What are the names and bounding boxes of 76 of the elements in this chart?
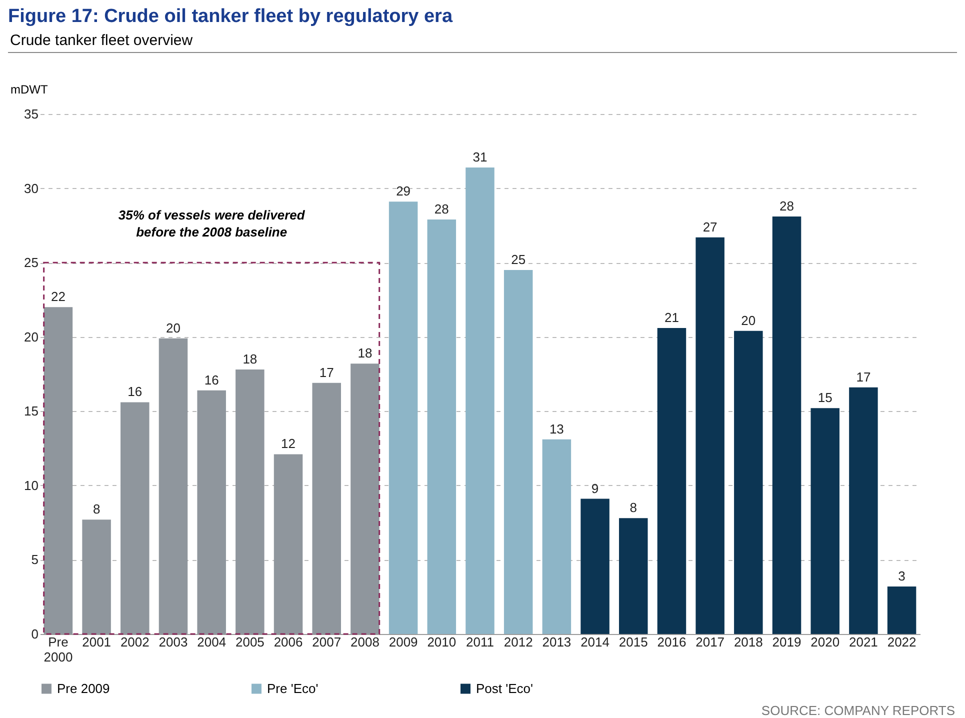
x-tick-label: 2017	[696, 634, 725, 650]
legend-label: Pre 2009	[57, 680, 110, 696]
x-tick-label: 2005	[235, 634, 264, 650]
data-label: 17	[856, 369, 871, 384]
x-tick-label: 2007	[312, 634, 342, 650]
y-tick-label: 10	[24, 478, 38, 493]
data-label: 31	[472, 149, 488, 164]
x-tick-label: 2014	[580, 634, 610, 650]
data-label: 18	[358, 346, 372, 361]
x-tick-label: 2004	[197, 634, 226, 650]
data-label: 25	[511, 252, 526, 267]
y-tick-label: 25	[24, 255, 38, 270]
data-label: 20	[741, 312, 756, 328]
y-tick-label: 20	[24, 329, 38, 344]
data-label: 13	[549, 421, 564, 436]
y-tick-label: 35	[24, 106, 38, 122]
x-tick-label: 2016	[657, 634, 686, 650]
x-tick-label: 2020	[810, 634, 840, 650]
data-label: 3	[898, 568, 906, 584]
x-tick-label: 2006	[274, 634, 303, 650]
data-label: 17	[319, 364, 334, 380]
annotation: 35% of vessels were delivered before the 2008 baseline	[118, 208, 306, 240]
y-tick-label: 30	[24, 180, 38, 196]
chart-subtitle: Crude tanker fleet overview	[8, 30, 957, 53]
bar	[504, 270, 533, 634]
y-tick-label: 15	[24, 404, 38, 419]
data-label: 9	[591, 480, 599, 496]
bar	[580, 498, 610, 634]
bar	[849, 387, 878, 634]
data-label: 15	[818, 390, 832, 406]
data-label: 28	[434, 201, 449, 216]
data-label: 28	[780, 198, 794, 214]
x-tick-label: 2008	[350, 634, 380, 650]
x-tick-label: 2001	[82, 634, 112, 650]
data-label: 18	[242, 352, 258, 367]
x-tick-label: 2015	[618, 634, 648, 650]
x-tick-label: Pre 2000	[44, 634, 73, 664]
data-label: 22	[50, 289, 66, 304]
bar	[772, 216, 802, 634]
legend-label: Post 'Eco'	[476, 680, 533, 696]
bar	[696, 237, 724, 634]
bar	[542, 439, 572, 634]
data-label: 8	[92, 502, 100, 517]
chart-title: Figure 17: Crude oil tanker fleet by regulatory era	[7, 5, 454, 29]
bar	[466, 167, 494, 634]
x-tick-label: 2009	[388, 634, 418, 650]
bar	[734, 330, 763, 634]
source-note: SOURCE: COMPANY REPORTS	[760, 703, 955, 718]
data-label: 27	[702, 219, 718, 234]
bar	[887, 586, 916, 634]
x-tick-label: 2003	[158, 634, 188, 650]
bar	[657, 328, 686, 634]
x-tick-label: 2013	[542, 634, 572, 650]
bar	[388, 202, 418, 634]
x-tick-label: 2011	[466, 634, 494, 650]
x-tick-label: 2018	[734, 634, 763, 650]
y-axis-title: mDWT	[10, 82, 48, 96]
bar	[810, 408, 840, 634]
y-tick-label: 0	[31, 626, 38, 642]
y-tick-label: 5	[31, 552, 38, 568]
data-label: 29	[396, 184, 411, 199]
x-tick-label: 2022	[887, 634, 916, 650]
data-label: 12	[281, 436, 296, 452]
legend-label: Pre 'Eco'	[267, 680, 318, 696]
x-tick-label: 2012	[504, 634, 533, 650]
data-label: 20	[166, 320, 180, 336]
data-label: 16	[128, 384, 142, 400]
bar	[427, 219, 456, 634]
bar	[619, 518, 648, 634]
x-tick-label: 2002	[120, 634, 150, 650]
data-label: 21	[664, 310, 679, 325]
x-tick-label: 2019	[772, 634, 802, 650]
x-tick-label: 2021	[848, 634, 878, 650]
data-label: 8	[630, 500, 637, 516]
data-label: 16	[204, 372, 219, 388]
x-tick-label: 2010	[427, 634, 456, 650]
